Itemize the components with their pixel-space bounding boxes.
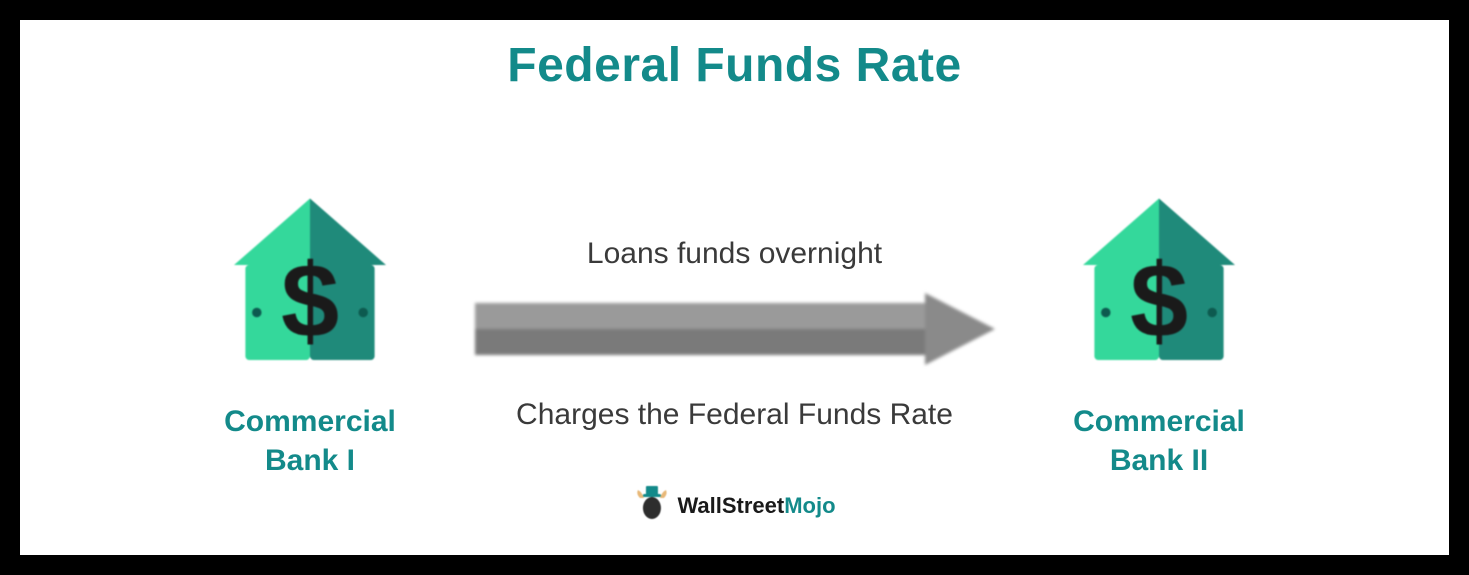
brand-mojo: Mojo [784,493,835,518]
bank-left-label-line1: Commercial [224,402,396,441]
footer-brand: WallStreetMojo [633,484,835,527]
svg-text:$: $ [281,242,339,359]
footer-brand-text: WallStreetMojo [677,493,835,519]
bank-left-label-line2: Bank I [224,441,396,480]
diagram-canvas: Federal Funds Rate $ Commercial Bank I [20,20,1449,555]
flow-top-text: Loans funds overnight [587,237,882,271]
bank-house-dollar-icon: $ [1064,189,1254,384]
arrow-right-icon [475,289,995,374]
bank-left-label: Commercial Bank I [224,402,396,480]
bank-house-dollar-icon: $ [215,189,405,384]
mascot-icon [633,484,669,527]
bank-left-column: $ Commercial Bank I [180,189,440,480]
flow-bottom-text: Charges the Federal Funds Rate [516,398,953,432]
flow-center-column: Loans funds overnight Charges the Federa… [440,229,1029,440]
svg-text:$: $ [1130,242,1188,359]
page-title: Federal Funds Rate [507,38,961,93]
bank-right-label-line2: Bank II [1073,441,1245,480]
bank-right-label-line1: Commercial [1073,402,1245,441]
bank-right-column: $ Commercial Bank II [1029,189,1289,480]
brand-street: Street [722,493,784,518]
bank-right-label: Commercial Bank II [1073,402,1245,480]
brand-wall: Wall [677,493,721,518]
